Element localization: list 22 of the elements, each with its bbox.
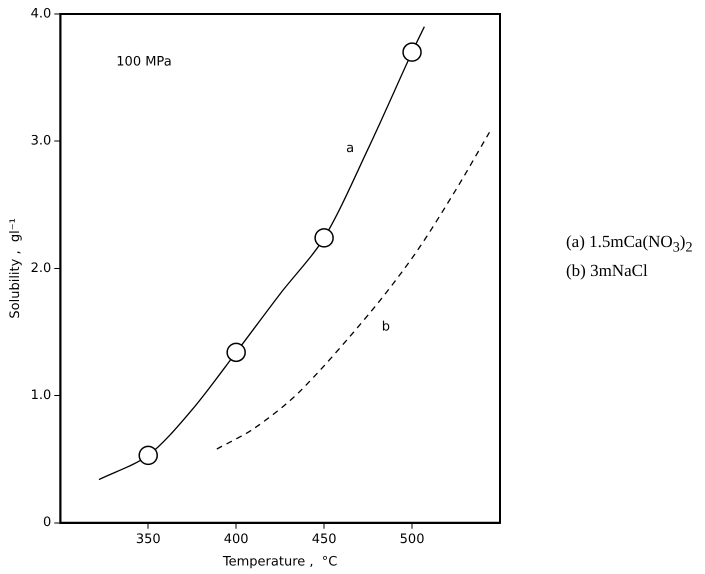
series-label: a	[346, 141, 354, 156]
y-tick-label: 0	[42, 515, 52, 530]
y-axis-title: Solubility , gl⁻¹	[8, 218, 24, 319]
point	[138, 446, 158, 466]
x-tick-label: 500	[400, 532, 424, 547]
series-label: b	[382, 319, 390, 334]
x-tick-label: 400	[224, 532, 249, 547]
line-series	[216, 132, 490, 450]
x-axis-title: Temperature , °C	[222, 554, 338, 570]
point	[402, 42, 422, 62]
point	[226, 342, 246, 362]
y-tick-label: 3.0	[30, 134, 52, 149]
x-tick-label: 350	[136, 532, 161, 547]
point	[314, 228, 334, 248]
y-tick-label: 1.0	[30, 388, 52, 403]
annotation: 100 MPa	[116, 54, 172, 70]
y-tick-label: 2.0	[30, 260, 52, 276]
text: (a) 1.5mCa(NO$_{3}$)$_{2}$	[566, 231, 693, 258]
line-series	[98, 26, 426, 480]
text: (b) 3mNaCl	[566, 260, 649, 282]
y-tick-label: 4.0	[30, 6, 52, 22]
x-tick-label: 450	[312, 532, 337, 547]
